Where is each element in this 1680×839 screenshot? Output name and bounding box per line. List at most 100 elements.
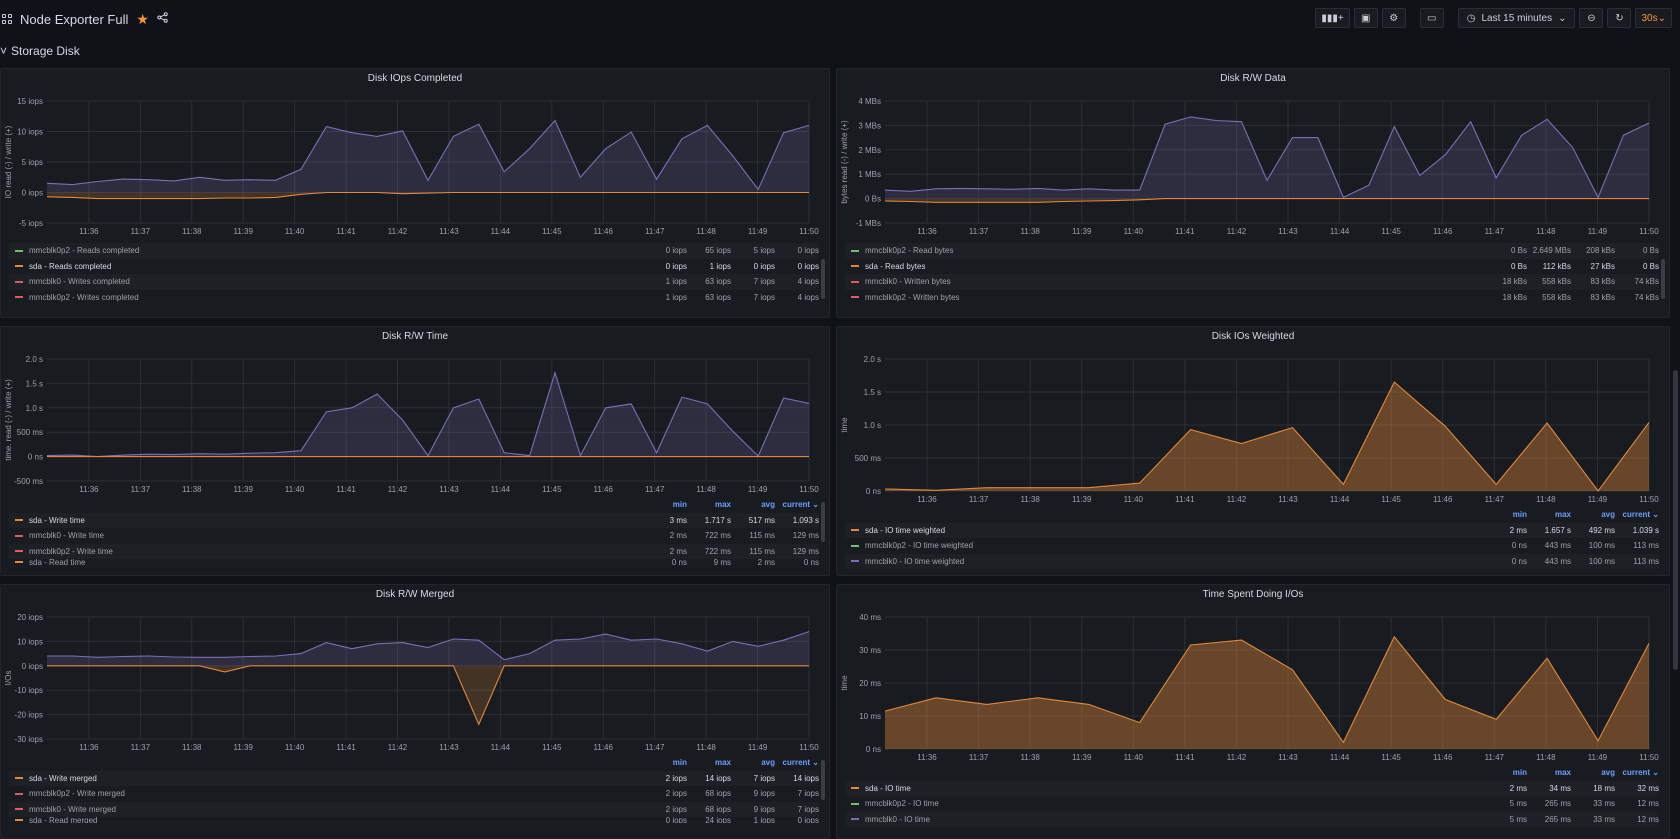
panel-title[interactable]: Time Spent Doing I/Os — [1202, 589, 1304, 600]
legend-row[interactable]: sda - Read merged 0 iops 24 iops 1 iops 0 io… — [9, 817, 819, 823]
legend-row[interactable]: mmcblk0p2 - Write time 2 ms 722 ms 115 ms 12… — [9, 543, 819, 559]
legend-series-name[interactable]: mmcblk0 - IO time — [865, 814, 930, 824]
legend-series-name[interactable]: sda - Read merged — [29, 817, 98, 823]
legend-swatch[interactable] — [15, 280, 23, 283]
legend-series-name[interactable]: mmcblk0 - Write merged — [29, 804, 116, 814]
panel-merged[interactable]: Disk R/W Merged 20 iops 10 iops 0 iops -10 i… — [0, 584, 830, 839]
panel-title[interactable]: Disk IOps Completed — [367, 73, 463, 84]
legend-swatch[interactable] — [15, 519, 23, 522]
legend-swatch[interactable] — [851, 818, 859, 821]
panel-title[interactable]: Disk IOs Weighted — [1211, 331, 1295, 342]
time-range-picker[interactable]: ◷ Last 15 minutes ⌄ — [1457, 8, 1576, 28]
row-storage-disk[interactable]: ˅ Storage Disk — [0, 44, 80, 58]
zoom-out-button[interactable]: ⊖ — [1579, 8, 1604, 28]
legend-header-col[interactable]: min — [1512, 510, 1527, 520]
legend-row[interactable]: mmcblk0p2 - IO time 5 ms 265 ms 33 ms 12 ms — [845, 796, 1659, 812]
legend-swatch[interactable] — [851, 296, 859, 299]
legend-series-name[interactable]: mmcblk0p2 - Writes completed — [29, 292, 139, 302]
legend-header-col[interactable]: current ⌄ — [1622, 510, 1660, 520]
legend-row[interactable]: mmcblk0p2 - IO time weighted 0 ns 443 ms 10… — [845, 538, 1659, 554]
legend-series-name[interactable]: sda - Write merged — [29, 773, 97, 783]
legend-swatch[interactable] — [15, 249, 23, 252]
legend-swatch[interactable] — [851, 560, 859, 563]
settings-button[interactable]: ⚙ — [1381, 8, 1406, 28]
panel-title[interactable]: Disk R/W Merged — [375, 589, 455, 600]
legend-swatch[interactable] — [15, 819, 23, 821]
legend-scrollbar[interactable] — [1661, 259, 1665, 299]
legend-scrollbar[interactable] — [821, 760, 825, 800]
legend-header-col[interactable]: max — [714, 500, 731, 510]
share-icon[interactable] — [157, 12, 168, 26]
legend-swatch[interactable] — [851, 544, 859, 547]
panel-timeio[interactable]: Time Spent Doing I/Os 40 ms 30 ms 20 ms 10 m… — [836, 584, 1670, 839]
legend-swatch[interactable] — [15, 561, 23, 563]
refresh-button[interactable]: ↻ — [1607, 8, 1632, 28]
panel-iops[interactable]: Disk IOps Completed 15 iops 10 iops 5 iops 0… — [0, 68, 830, 318]
tv-mode-button[interactable]: ▭ — [1419, 8, 1444, 28]
legend-series-name[interactable]: mmcblk0p2 - Reads completed — [29, 246, 140, 256]
legend-swatch[interactable] — [851, 802, 859, 805]
legend-header-col[interactable]: max — [714, 758, 731, 768]
legend-series-name[interactable]: mmcblk0p2 - Write merged — [29, 789, 125, 799]
legend-series-name[interactable]: sda - IO time weighted — [865, 525, 946, 535]
legend-swatch[interactable] — [15, 296, 23, 299]
legend-header-col[interactable]: min — [672, 500, 687, 510]
legend-scrollbar[interactable] — [821, 502, 825, 542]
legend-row[interactable]: sda - IO time 2 ms 34 ms 18 ms 32 ms — [845, 780, 1659, 796]
panel-title[interactable]: Disk R/W Time — [381, 331, 449, 342]
legend-series-name[interactable]: sda - Reads completed — [29, 261, 112, 271]
legend-series-name[interactable]: sda - Write time — [29, 515, 85, 525]
legend-swatch[interactable] — [15, 534, 23, 537]
panel-title[interactable]: Disk R/W Data — [1220, 73, 1286, 84]
legend-series-name[interactable]: mmcblk0 - Writes completed — [29, 277, 130, 287]
legend-series-name[interactable]: mmcblk0p2 - IO time weighted — [865, 541, 974, 551]
legend-series-name[interactable]: sda - Read time — [29, 559, 86, 565]
chart-timeio[interactable]: 40 ms 30 ms 20 ms 10 ms 0 ns 11:36 11:37 11:38 1… — [837, 585, 1671, 765]
panel-weighted[interactable]: Disk IOs Weighted 2.0 s 1.5 s 1.0 s 500 ms 0 … — [836, 326, 1670, 576]
panel-rwtime[interactable]: Disk R/W Time 2.0 s 1.5 s 1.0 s 500 ms 0 ns -5… — [0, 326, 830, 576]
legend-row[interactable]: sda - Read time 0 ns 9 ms 2 ms 0 ns — [9, 559, 819, 565]
legend-header-col[interactable]: min — [672, 758, 687, 768]
chart-merged[interactable]: 20 iops 10 iops 0 iops -10 iops -20 iops -30 … — [1, 585, 831, 755]
legend-swatch[interactable] — [15, 265, 23, 268]
legend-swatch[interactable] — [15, 550, 23, 553]
apps-icon[interactable] — [2, 14, 12, 24]
legend-series-name[interactable]: mmcblk0 - Written bytes — [865, 277, 951, 287]
legend-header-col[interactable]: current ⌄ — [782, 500, 820, 510]
add-panel-button[interactable]: ▮▮▮+ — [1315, 8, 1350, 28]
legend-row[interactable]: mmcblk0 - Written bytes 18 kBs 558 kBs 83 k… — [845, 274, 1659, 290]
legend-series-name[interactable]: sda - IO time — [865, 783, 911, 793]
legend-row[interactable]: sda - Write merged 2 iops 14 iops 7 iops 14 … — [9, 770, 819, 786]
chart-rwdata[interactable]: 4 MBs 3 MBs 2 MBs 1 MBs 0 Bs -1 MBs 11:36 11:37… — [837, 69, 1671, 243]
legend-row[interactable]: mmcblk0 - Writes completed 1 iops 63 iops 7… — [9, 274, 819, 290]
chart-weighted[interactable]: 2.0 s 1.5 s 1.0 s 500 ms 0 ns 11:36 11:37 11:38… — [837, 327, 1671, 507]
legend-row[interactable]: mmcblk0p2 - Writes completed 1 iops 63 iop… — [9, 290, 819, 306]
legend-row[interactable]: mmcblk0p2 - Write merged 2 iops 68 iops 9 i… — [9, 786, 819, 802]
legend-header-col[interactable]: avg — [1601, 510, 1615, 520]
star-icon[interactable]: ★ — [136, 10, 149, 27]
chart-iops[interactable]: 15 iops 10 iops 5 iops 0 iops -5 iops 11:36 11… — [1, 69, 831, 243]
legend-header-col[interactable]: max — [1554, 768, 1571, 778]
legend-row[interactable]: mmcblk0 - IO time weighted 0 ns 443 ms 100 … — [845, 553, 1659, 569]
legend-header-col[interactable]: current ⌄ — [1622, 768, 1660, 778]
legend-swatch[interactable] — [15, 808, 23, 811]
legend-row[interactable]: mmcblk0p2 - Read bytes 0 Bs 2.649 MBs 208 k… — [845, 243, 1659, 259]
legend-header-col[interactable]: min — [1512, 768, 1527, 778]
legend-series-name[interactable]: sda - Read bytes — [865, 261, 926, 271]
legend-row[interactable]: mmcblk0 - Write merged 2 iops 68 iops 9 iop… — [9, 801, 819, 817]
legend-row[interactable]: mmcblk0 - Write time 2 ms 722 ms 115 ms 129 … — [9, 528, 819, 544]
legend-series-name[interactable]: mmcblk0p2 - IO time — [865, 799, 939, 809]
refresh-interval-picker[interactable]: 30s ⌄ — [1635, 8, 1672, 28]
legend-series-name[interactable]: mmcblk0p2 - Read bytes — [865, 246, 954, 256]
legend-row[interactable]: mmcblk0p2 - Written bytes 18 kBs 558 kBs 83… — [845, 290, 1659, 306]
legend-row[interactable]: mmcblk0 - IO time 5 ms 265 ms 33 ms 12 ms — [845, 811, 1659, 827]
legend-row[interactable]: sda - Write time 3 ms 1.717 s 517 ms 1.093 s — [9, 512, 819, 528]
legend-row[interactable]: mmcblk0p2 - Reads completed 0 iops 65 iops… — [9, 243, 819, 259]
page-scrollbar[interactable] — [1673, 370, 1678, 670]
legend-swatch[interactable] — [851, 529, 859, 532]
dashboard-title[interactable]: Node Exporter Full — [20, 11, 129, 27]
legend-series-name[interactable]: mmcblk0 - Write time — [29, 531, 104, 541]
legend-swatch[interactable] — [851, 249, 859, 252]
legend-swatch[interactable] — [15, 777, 23, 780]
legend-header-col[interactable]: avg — [761, 500, 775, 510]
